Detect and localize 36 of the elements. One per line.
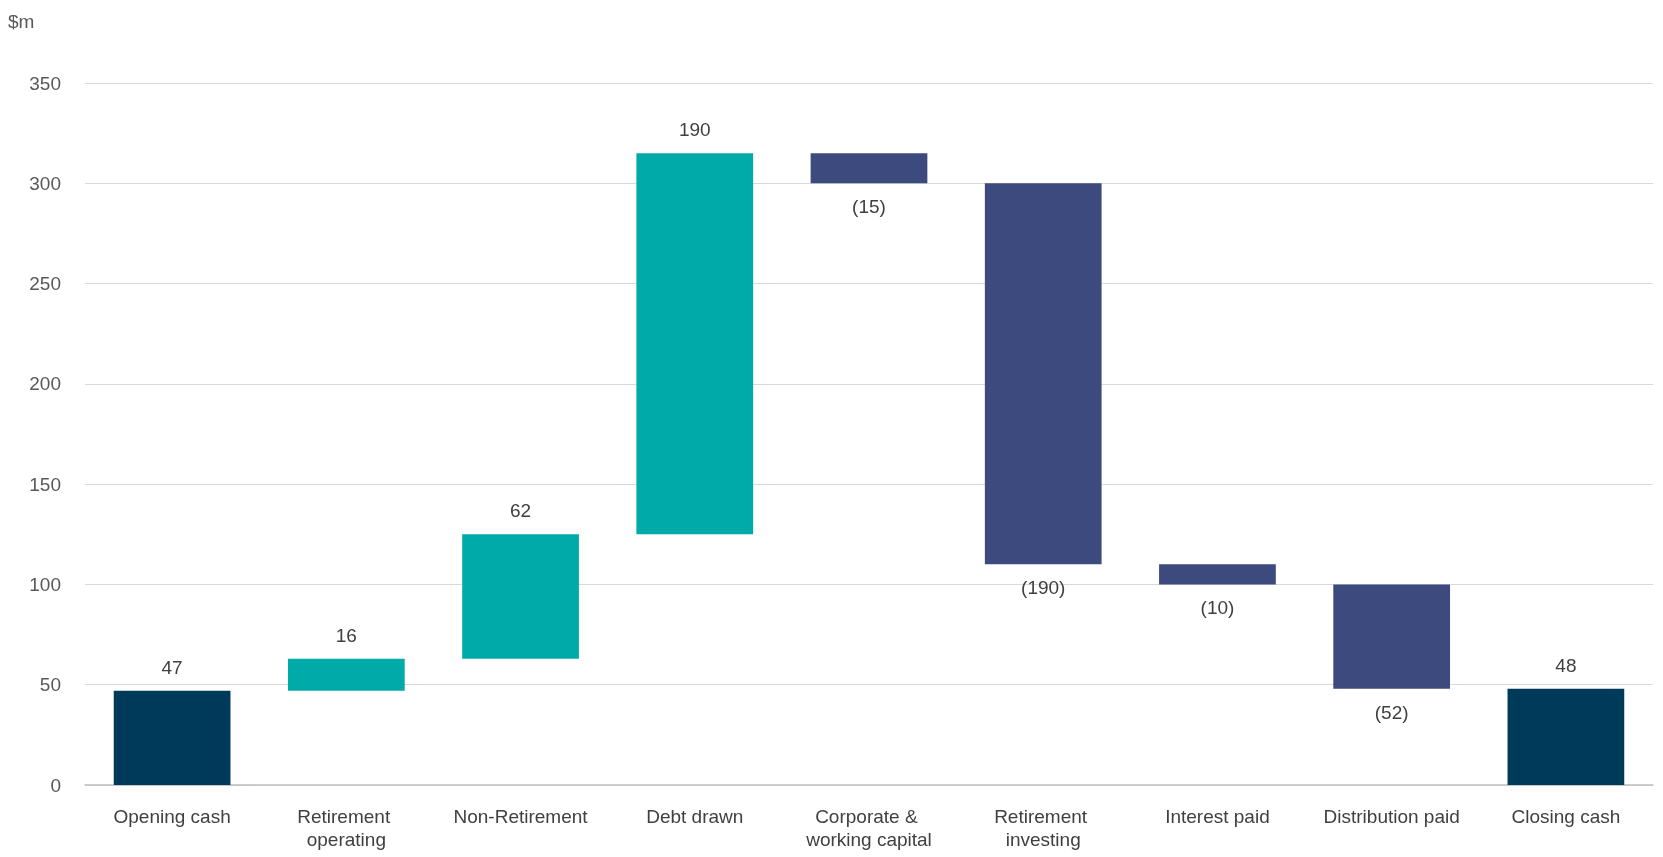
- bar: [462, 534, 579, 659]
- bar: [1333, 584, 1451, 689]
- x-tick-label: Retirement operating: [297, 806, 396, 850]
- bar: [636, 153, 754, 535]
- y-tick-label: 300: [29, 172, 61, 194]
- data-label: 47: [161, 656, 183, 678]
- y-tick-label: 100: [29, 573, 61, 595]
- x-tick-label: Interest paid: [1165, 806, 1270, 827]
- x-tick-label: Corporate & working capital: [805, 806, 932, 850]
- x-tick-label: Distribution paid: [1323, 806, 1460, 827]
- x-tick-label: Debt drawn: [646, 806, 744, 827]
- bar: [1507, 688, 1625, 785]
- y-tick-label: 50: [39, 674, 61, 696]
- bar: [113, 690, 231, 785]
- data-label: 48: [1555, 654, 1577, 676]
- bar: [810, 153, 928, 184]
- y-axis-title: $m: [8, 11, 35, 32]
- x-tick-label: Opening cash: [113, 806, 231, 827]
- data-label: (15): [852, 196, 886, 218]
- data-label: 62: [509, 500, 532, 522]
- data-label: (190): [1021, 577, 1066, 599]
- data-label: (52): [1374, 701, 1409, 723]
- x-tick-label: Retirement investing: [994, 806, 1093, 850]
- data-label: 190: [678, 119, 711, 141]
- y-tick-label: 200: [29, 373, 61, 395]
- y-tick-label: 250: [29, 273, 61, 295]
- data-label: 16: [335, 624, 357, 646]
- y-tick-label: 150: [29, 473, 61, 495]
- x-tick-label: Closing cash: [1511, 806, 1621, 827]
- x-tick-label: Non-Retirement: [453, 806, 589, 827]
- bar: [1159, 564, 1276, 585]
- bar: [984, 183, 1102, 565]
- bar: [287, 658, 405, 691]
- y-tick-label: 350: [29, 72, 61, 94]
- y-tick-label: 0: [50, 774, 61, 796]
- data-label: (10): [1200, 597, 1235, 619]
